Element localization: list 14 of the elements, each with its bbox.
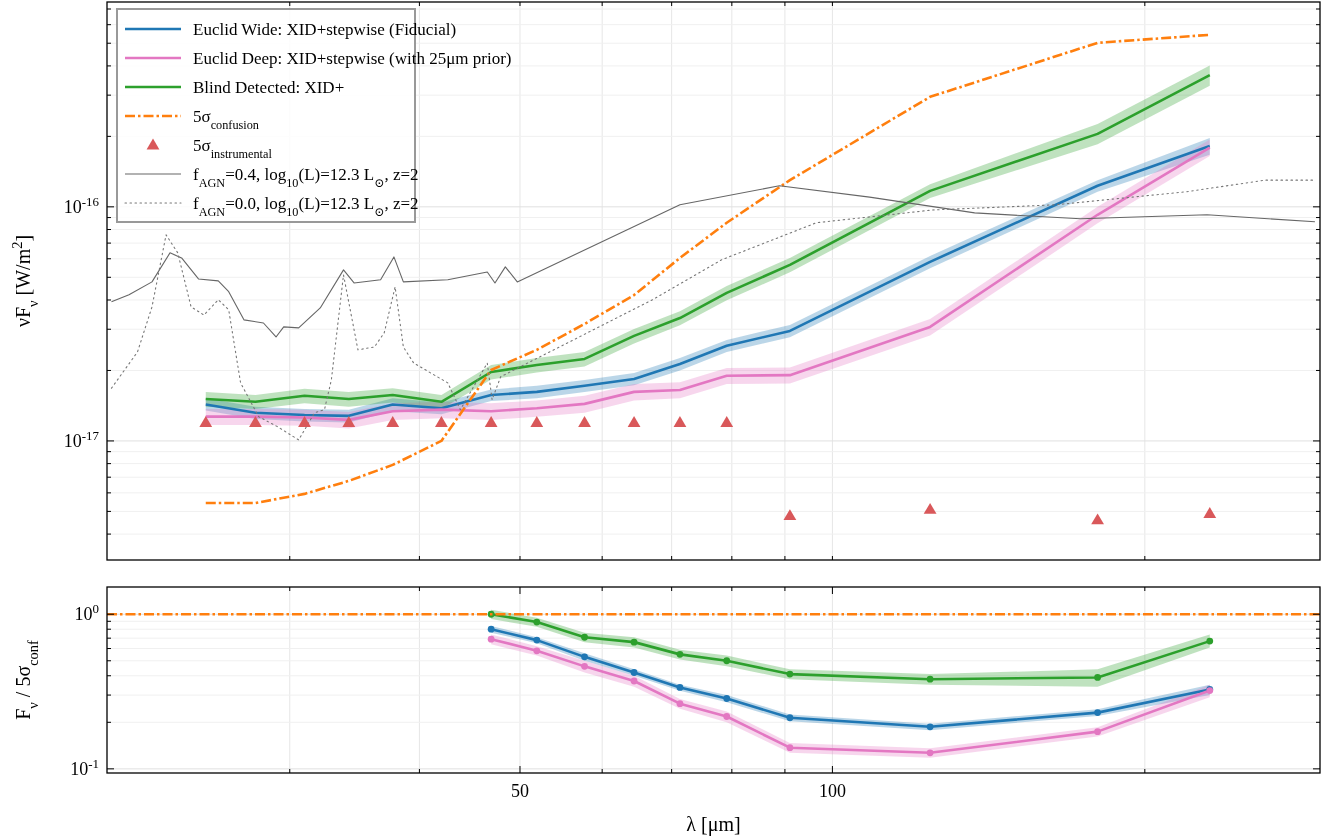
y-tick-label: 10$^{-1}$ xyxy=(70,755,99,779)
x-tick-label: 50 xyxy=(510,781,529,801)
legend-label: f$_{AGN}$=0.0, log$_{10}$(L)=12.3 L$_{⊙}$, z=2 xyxy=(193,194,419,219)
y-tick-label: 10$^{0}$ xyxy=(74,600,99,625)
y-tick-label: 10$^{-17}$ xyxy=(63,427,100,451)
legend-label: Blind Detected: XID+ xyxy=(193,78,345,97)
x-axis-title: λ [μm] xyxy=(686,813,741,836)
legend-label: 5σ$_{confusion}$ xyxy=(193,107,259,132)
legend-label: Euclid Wide: XID+stepwise (Fiducial) xyxy=(193,20,457,39)
legend-label: f$_{AGN}$=0.4, log$_{10}$(L)=12.3 L$_{⊙}$, z=2 xyxy=(193,165,419,190)
legend-label: Euclid Deep: XID+stepwise (with 25μm prior) xyxy=(193,49,512,68)
y-tick-label: 10$^{-16}$ xyxy=(63,193,100,217)
x-tick-label: 100 xyxy=(818,781,846,801)
legend-label: 5σ$_{instrumental}$ xyxy=(193,136,273,161)
